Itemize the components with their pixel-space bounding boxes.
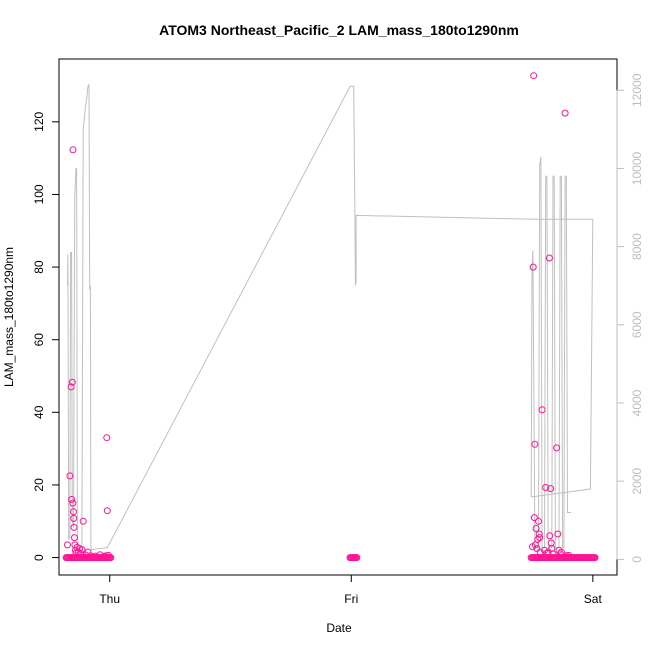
left-axis-tick-label: 20 — [32, 478, 46, 492]
points-layer — [62, 72, 599, 562]
data-point — [71, 534, 78, 542]
right-axis: 0 2000 4000 6000 8000 10000 12000 — [616, 73, 644, 563]
data-point — [70, 514, 78, 522]
data-point — [546, 532, 554, 540]
data-point — [103, 434, 111, 442]
data-point — [68, 496, 76, 503]
data-point — [103, 507, 111, 515]
data-point — [536, 548, 544, 556]
right-axis-tick-label: 0 — [630, 556, 644, 563]
data-point — [531, 440, 539, 448]
right-axis-tick-label: 10000 — [630, 151, 644, 185]
data-point — [535, 530, 543, 538]
data-point — [547, 485, 555, 493]
x-axis: Thu Fri Sat — [99, 574, 603, 606]
data-point — [91, 552, 99, 560]
data-point — [64, 541, 71, 549]
y-axis-label: LAM_mass_180to1290nm — [2, 247, 16, 387]
data-point — [67, 383, 75, 391]
data-point — [553, 444, 561, 452]
data-point — [84, 548, 92, 556]
right-axis-tick-label: 6000 — [630, 311, 644, 338]
right-axis-tick-label: 2000 — [630, 468, 644, 495]
right-series-line — [67, 84, 594, 551]
data-point — [535, 517, 542, 525]
data-point — [562, 552, 570, 560]
data-point — [102, 552, 110, 560]
data-point — [556, 550, 564, 558]
data-point — [542, 484, 550, 491]
chart-title: ATOM3 Northeast_Pacific_2 LAM_mass_180to… — [159, 22, 519, 38]
data-point — [565, 551, 573, 559]
x-axis-tick-label: Fri — [344, 592, 358, 606]
data-point — [86, 552, 94, 560]
x-axis-label: Date — [326, 621, 352, 635]
data-point — [530, 514, 538, 522]
data-point — [79, 517, 87, 525]
data-point — [530, 72, 538, 80]
data-point — [69, 146, 77, 154]
left-axis-tick-label: 80 — [32, 260, 46, 274]
x-axis-tick-label: Thu — [99, 592, 120, 606]
data-point — [69, 499, 77, 507]
left-axis-tick-label: 0 — [32, 554, 46, 561]
left-axis: 0 20 40 60 80 100 120 — [32, 111, 60, 561]
data-point — [554, 530, 562, 538]
data-point — [561, 109, 569, 117]
data-point — [549, 550, 557, 558]
right-axis-tick-label: 4000 — [630, 389, 644, 416]
left-axis-tick-label: 120 — [32, 111, 46, 131]
data-point — [107, 554, 115, 562]
data-point — [532, 525, 540, 532]
data-point — [538, 406, 546, 414]
data-point — [105, 551, 112, 559]
data-point — [544, 548, 552, 556]
left-axis-tick-label: 40 — [32, 405, 46, 419]
data-point — [545, 254, 553, 262]
left-axis-tick-label: 60 — [32, 333, 46, 347]
data-point — [70, 523, 78, 531]
data-point — [529, 263, 537, 271]
right-series-layer — [67, 84, 594, 551]
right-axis-tick-label: 12000 — [630, 73, 644, 107]
right-axis-tick-label: 8000 — [630, 233, 644, 260]
data-point — [536, 534, 544, 542]
x-axis-tick-label: Sat — [584, 592, 603, 606]
data-point — [78, 546, 86, 554]
data-point — [591, 554, 599, 562]
data-point — [77, 549, 85, 557]
data-point — [66, 472, 74, 480]
data-point — [68, 378, 76, 386]
data-point — [557, 548, 565, 556]
left-axis-tick-label: 100 — [32, 184, 46, 204]
data-point — [70, 508, 77, 516]
data-point — [353, 554, 361, 562]
